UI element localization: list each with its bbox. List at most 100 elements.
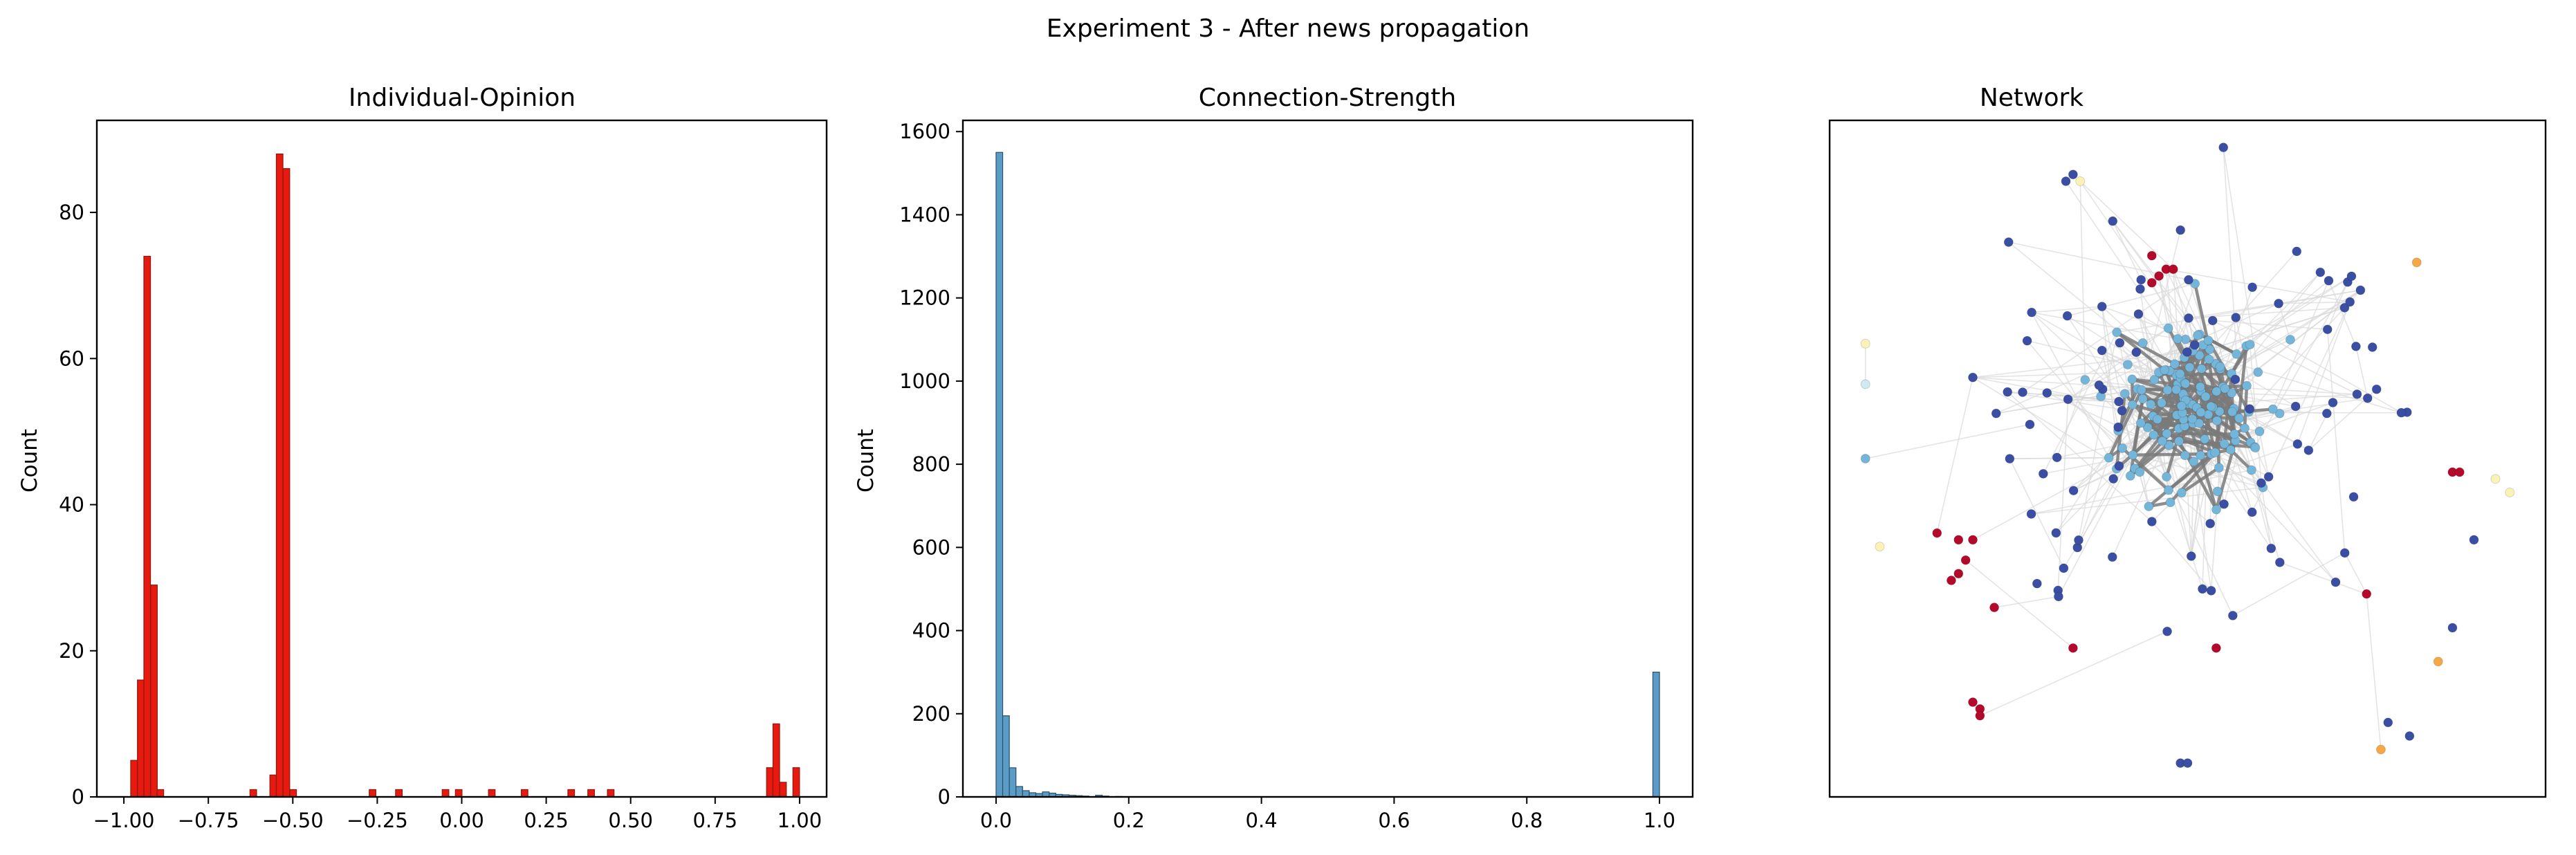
strength-histogram-ticks: 0.0 0.2 0.4 0.6 0.8 1.0 0 200 400 600 800 1000 1200 1… [899,120,1675,832]
strength-histogram-panel: Connection-Strength Count 0.0 0.2 0.4 0.6 0.… [854,84,1694,832]
network-node [1968,372,1978,383]
network-node [2080,375,2090,385]
network-node [2196,407,2206,418]
network-edge [2366,594,2382,750]
histogram-bar [130,760,138,798]
x-tick-label: 0.25 [524,809,569,832]
y-tick-label: 20 [59,639,84,663]
network-edge [2215,275,2352,365]
network-edge [2235,317,2270,477]
x-tick-label: 0.75 [693,809,738,832]
histogram-bar [150,585,158,798]
network-node [2404,730,2415,741]
network-edge [2327,282,2348,330]
network-node [2211,416,2222,426]
network-node [2003,237,2014,248]
network-edge [2209,307,2345,350]
network-edge [2068,327,2169,400]
network-node [2253,367,2263,378]
network-node [2303,445,2314,455]
network-node [1932,528,1942,538]
network-node [2059,563,2069,573]
network-node [2346,271,2357,282]
network-edge [1972,351,2187,378]
network-node [2246,465,2256,475]
network-node [2204,354,2214,365]
x-tick-label: 0.50 [608,809,653,832]
histogram-bar [1009,767,1017,798]
network-edge [2223,147,2237,354]
network-edge [2031,312,2110,459]
network-edge [1972,376,2119,467]
network-node [2115,338,2125,348]
network-node [2112,327,2122,338]
network-node [2218,142,2229,153]
network-node [2186,551,2196,562]
network-node [2447,623,2458,633]
network-node [2122,360,2133,370]
network-node [2263,472,2274,482]
network-node [2274,557,2285,567]
network-node [2469,535,2479,545]
y-tick-label: 400 [912,619,950,643]
network-node [2330,577,2341,587]
network-node [2135,418,2146,428]
network-node [2075,176,2086,187]
opinion-histogram-title: Individual-Opinion [349,84,576,112]
network-node [2200,434,2210,444]
network-node [1960,555,1971,565]
network-node [2114,396,2124,407]
histogram-bar [156,789,165,798]
network-node [2051,528,2061,538]
network-node [2137,394,2148,404]
y-tick-label: 0 [72,785,84,809]
network-edge [2079,181,2200,356]
y-tick-label: 600 [912,535,950,559]
network-node [2162,626,2173,636]
network-node [2073,535,2083,545]
network-node [1953,535,1964,545]
network-node [2371,384,2382,394]
network-node [1860,338,1870,349]
network-node [2135,467,2145,477]
network-node [2339,302,2350,313]
network-node [2433,656,2443,667]
network-node [2062,311,2072,321]
network-node [2195,382,2205,392]
network-node [2128,450,2138,460]
network-node [2113,422,2124,432]
network-edge [2328,280,2357,347]
network-edge [2043,332,2117,475]
y-tick-label: 1200 [899,286,950,310]
network-node [2396,407,2407,418]
network-node [2285,335,2295,345]
network-node [2206,585,2216,596]
x-tick-label: −0.75 [178,809,239,832]
network-strong-edge [2218,366,2237,441]
network-node [1968,697,1978,708]
network-node [2231,313,2241,323]
histogram-bar [488,789,496,798]
network-node [2207,315,2218,326]
network-node [2180,450,2190,461]
y-tick-label: 40 [59,493,84,517]
histogram-bar [249,789,257,798]
x-tick-label: 0.2 [1113,809,1145,832]
network-edge [2101,350,2119,428]
network-node [2229,429,2240,439]
network-node [2119,389,2130,399]
histogram-bar [1652,672,1660,798]
network-node [2149,374,2160,385]
network-strong-edge [2166,389,2180,429]
network-node [2146,399,2156,410]
network-node [2245,404,2255,414]
network-edge [2031,469,2252,515]
network-node [2206,401,2216,412]
network-node [2211,386,2222,396]
network-node [2152,414,2162,424]
network-edge [2079,181,2174,270]
network-node [2127,400,2137,410]
network-node [2350,341,2361,351]
network-node [2173,333,2183,344]
network-node [1875,542,1885,552]
